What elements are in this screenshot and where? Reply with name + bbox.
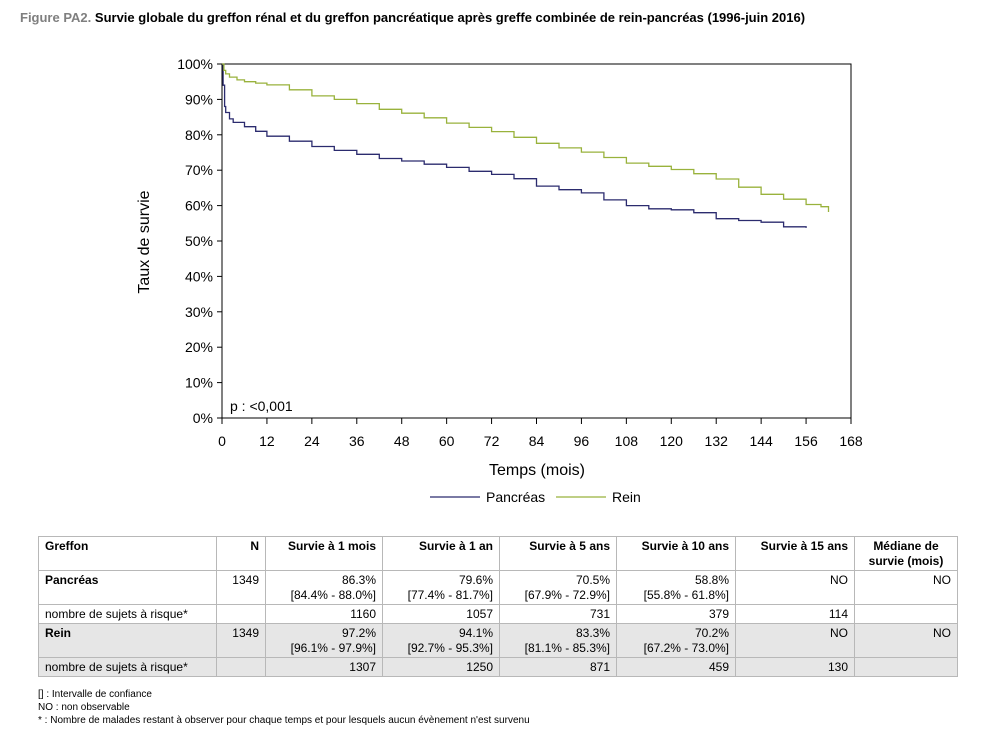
x-axis-title: Temps (mois) <box>489 462 585 479</box>
row-label: Rein <box>38 623 217 658</box>
x-tick-label: 36 <box>349 433 365 449</box>
footnote-ci: [] : Intervalle de confiance <box>38 689 152 700</box>
figure-label: Figure PA2. <box>20 10 92 25</box>
x-tick-label: 132 <box>705 433 729 449</box>
y-tick-label: 0% <box>193 410 213 426</box>
table-cell: 97.2% [96.1% - 97.9%] <box>265 623 383 658</box>
figure-title-text: Survie globale du greffon rénal et du gr… <box>94 10 806 25</box>
table-cell: 70.2% [67.2% - 73.0%] <box>616 623 736 658</box>
table-cell: 83.3% [81.1% - 85.3%] <box>499 623 617 658</box>
y-axis: 0% 10% 20% 30% 40% 50% 60% 70% 80% 90% 100% <box>177 56 222 426</box>
table-cell: 1057 <box>382 604 500 624</box>
survival-table: Greffon N Survie à 1 mois Survie à 1 an … <box>38 536 958 677</box>
header-n: N <box>216 536 266 571</box>
header-median: Médiane de survie (mois) <box>854 536 958 571</box>
x-tick-label: 120 <box>660 433 684 449</box>
footnotes: [] : Intervalle de confiance NO : non ob… <box>38 688 530 727</box>
series-line-rein <box>222 63 830 212</box>
x-tick-label: 48 <box>394 433 410 449</box>
x-tick-label: 24 <box>304 433 320 449</box>
survival-chart: 0% 10% 20% 30% 40% 50% 60% 70% 80% 90% 100% 0 12 24 3… <box>136 56 863 505</box>
row-label: nombre de sujets à risque* <box>38 657 217 677</box>
x-axis: 0 12 24 36 48 60 72 84 96 108 120 132 144 156 168 <box>218 418 863 449</box>
y-tick-label: 70% <box>185 162 213 178</box>
table-cell: 79.6% [77.4% - 81.7%] <box>382 570 500 605</box>
table-cell: 871 <box>499 657 617 677</box>
legend-label: Rein <box>612 489 641 505</box>
header-15-years: Survie à 15 ans <box>735 536 855 571</box>
table-cell: 58.8% [55.8% - 61.8%] <box>616 570 736 605</box>
table-cell: NO <box>735 570 855 605</box>
table-cell: 114 <box>735 604 855 624</box>
header-10-years: Survie à 10 ans <box>616 536 736 571</box>
legend: Pancréas Rein <box>430 489 641 505</box>
y-tick-label: 30% <box>185 304 213 320</box>
x-tick-label: 96 <box>574 433 590 449</box>
y-tick-label: 40% <box>185 268 213 284</box>
table-cell: 459 <box>616 657 736 677</box>
table-cell: 379 <box>616 604 736 624</box>
table-cell: 86.3% [84.4% - 88.0%] <box>265 570 383 605</box>
legend-label: Pancréas <box>486 489 545 505</box>
series-layer <box>222 63 830 228</box>
table-cell: 70.5% [67.9% - 72.9%] <box>499 570 617 605</box>
table-cell: 1250 <box>382 657 500 677</box>
x-tick-label: 144 <box>749 433 773 449</box>
table-cell: 731 <box>499 604 617 624</box>
row-label: nombre de sujets à risque* <box>38 604 217 624</box>
y-tick-label: 10% <box>185 375 213 391</box>
x-tick-label: 156 <box>794 433 818 449</box>
y-tick-label: 50% <box>185 233 213 249</box>
y-tick-label: 90% <box>185 91 213 107</box>
table-cell: 1307 <box>265 657 383 677</box>
x-tick-label: 72 <box>484 433 500 449</box>
footnote-at-risk: * : Nombre de malades restant à observer… <box>38 715 530 726</box>
row-n: 1349 <box>216 623 266 658</box>
row-n <box>216 604 266 624</box>
x-tick-label: 108 <box>615 433 639 449</box>
table-cell-median <box>854 657 958 677</box>
x-tick-label: 168 <box>839 433 863 449</box>
series-line-pancras <box>222 63 807 228</box>
table-row-rein: Rein 1349 97.2% [96.1% - 97.9%] 94.1% [92.… <box>38 623 958 658</box>
p-value-annotation: p : <0,001 <box>230 398 293 414</box>
figure-title: Figure PA2. Survie globale du greffon ré… <box>20 10 805 25</box>
table-cell-median: NO <box>854 570 958 605</box>
table-cell-median: NO <box>854 623 958 658</box>
x-tick-label: 84 <box>529 433 545 449</box>
table-cell: NO <box>735 623 855 658</box>
table-cell: 1160 <box>265 604 383 624</box>
table-row-at-risk-rein: nombre de sujets à risque* 1307 1250 871… <box>38 657 958 677</box>
header-greffon: Greffon <box>38 536 217 571</box>
header-1-month: Survie à 1 mois <box>265 536 383 571</box>
table-header-row: Greffon N Survie à 1 mois Survie à 1 an … <box>38 536 958 571</box>
y-tick-label: 100% <box>177 56 213 72</box>
table-row-pancreas: Pancréas 1349 86.3% [84.4% - 88.0%] 79.6%… <box>38 570 958 605</box>
row-n <box>216 657 266 677</box>
x-tick-label: 12 <box>259 433 275 449</box>
header-1-year: Survie à 1 an <box>382 536 500 571</box>
y-axis-title: Taux de survie <box>136 190 153 293</box>
header-5-years: Survie à 5 ans <box>499 536 617 571</box>
plot-frame <box>221 63 852 419</box>
x-tick-label: 0 <box>218 433 226 449</box>
y-tick-label: 80% <box>185 127 213 143</box>
plot-area <box>221 63 852 419</box>
y-tick-label: 20% <box>185 339 213 355</box>
table-cell: 94.1% [92.7% - 95.3%] <box>382 623 500 658</box>
table-row-at-risk-pancreas: nombre de sujets à risque* 1160 1057 731… <box>38 604 958 624</box>
x-tick-label: 60 <box>439 433 455 449</box>
table-cell-median <box>854 604 958 624</box>
row-n: 1349 <box>216 570 266 605</box>
y-tick-label: 60% <box>185 198 213 214</box>
row-label: Pancréas <box>38 570 217 605</box>
table-cell: 130 <box>735 657 855 677</box>
footnote-no: NO : non observable <box>38 702 130 713</box>
